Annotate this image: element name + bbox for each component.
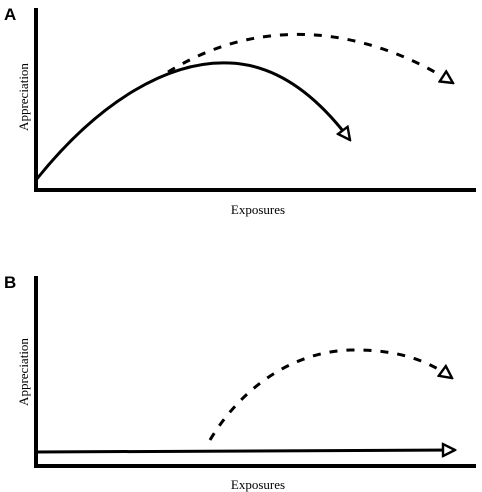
panel-b-solid-line [35, 450, 455, 452]
panel-b-axes [34, 276, 476, 468]
panel-a-axes [34, 8, 476, 192]
panel-b-x-axis-label: Exposures [231, 477, 285, 492]
panel-a-dashed-curve [167, 32, 453, 83]
panel-b-dashed-curve [208, 348, 452, 441]
panel-a-letter: A [4, 5, 16, 24]
panel-a-y-axis-label: Appreciation [16, 63, 31, 131]
panel-b-letter: B [4, 273, 16, 292]
panel-b-y-axis-label: Appreciation [16, 338, 31, 406]
panel-a-solid-curve [34, 61, 350, 181]
panel-a-x-axis-label: Exposures [231, 202, 285, 217]
panel-b: B Appreciation Exposures [4, 273, 476, 492]
panel-a: A Appreciation Exposures [4, 5, 476, 217]
